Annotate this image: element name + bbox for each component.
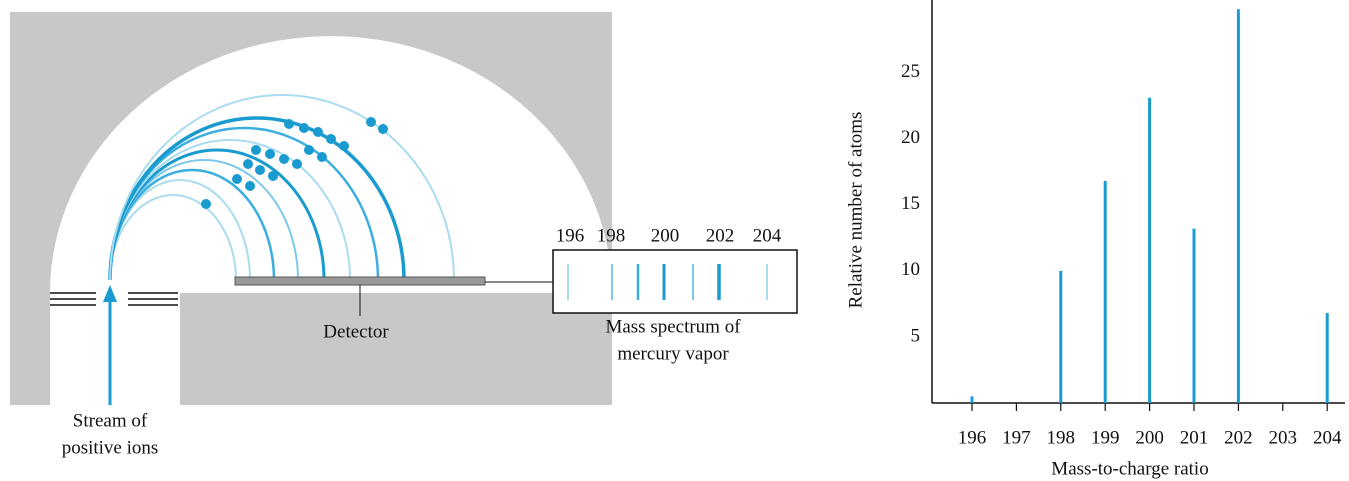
arrow-head	[103, 285, 117, 302]
x-axis-title: Mass-to-charge ratio	[1051, 458, 1208, 479]
slits	[50, 292, 178, 306]
y-axis-title: Relative number of atoms	[845, 112, 866, 309]
caption: positive ions	[62, 437, 159, 458]
caption: Detector	[323, 321, 389, 342]
caption: Mass spectrum of	[605, 316, 741, 337]
ion-channel	[50, 290, 180, 405]
spectrum-lines	[567, 264, 768, 300]
detector-plate	[234, 276, 486, 286]
caption: mercury vapor	[617, 343, 729, 364]
chart: Relative number of atoms Mass-to-charge …	[845, 0, 1345, 479]
x-tick-label: 203	[1269, 427, 1298, 448]
x-tick-label: 200	[1135, 427, 1164, 448]
spectrum-box	[552, 249, 798, 314]
y-tick-label: 25	[901, 61, 920, 82]
x-tick-label: 199	[1091, 427, 1120, 448]
y-tick-label: 10	[901, 259, 920, 280]
spectrum-tick: 196	[556, 225, 585, 246]
spectrum-tick: 204	[753, 225, 782, 246]
caption: Stream of	[73, 410, 148, 431]
spectrum-tick: 198	[597, 225, 626, 246]
y-tick-label: 15	[901, 193, 920, 214]
x-tick-label: 197	[1002, 427, 1031, 448]
ions	[201, 117, 388, 209]
ion-paths	[108, 94, 455, 281]
spectrum-tick: 202	[706, 225, 735, 246]
x-tick-label: 201	[1180, 427, 1209, 448]
mass-spectrometer: Stream of positive ions Detector 196 198…	[10, 12, 798, 458]
x-tick-label: 196	[958, 427, 987, 448]
x-tick-label: 204	[1313, 427, 1342, 448]
y-tick-label: 5	[911, 325, 921, 346]
y-tick-label: 20	[901, 127, 920, 148]
spectrum-tick: 200	[651, 225, 680, 246]
x-tick-label: 198	[1047, 427, 1076, 448]
x-tick-label: 202	[1224, 427, 1253, 448]
